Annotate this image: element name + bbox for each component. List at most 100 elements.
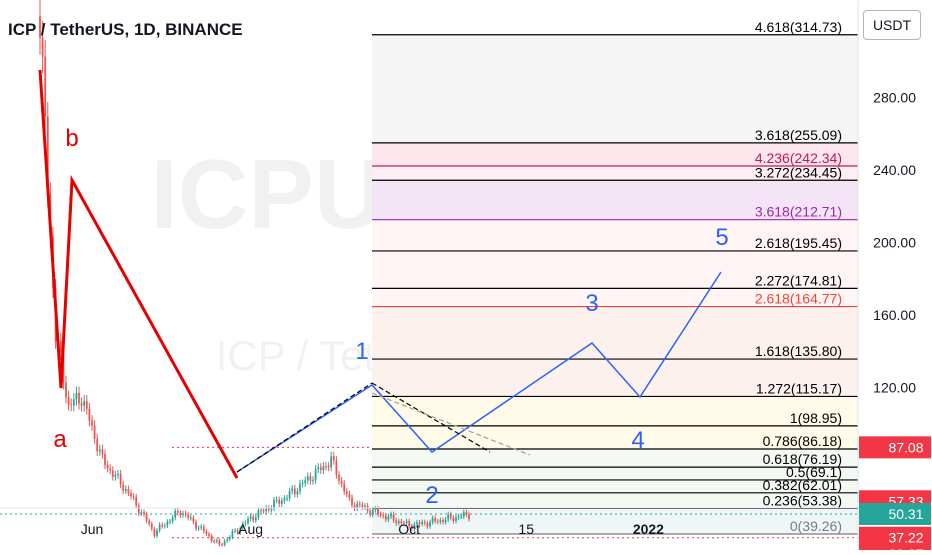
candle-body: [163, 525, 166, 527]
candle-body: [148, 520, 151, 524]
candle-body: [348, 494, 351, 498]
candle-body: [80, 403, 83, 406]
fib-label-6: 2.272(174.81): [755, 272, 842, 288]
fib-label-0: 4.618(314.73): [755, 19, 842, 35]
fib-label-11: 0.786(86.18): [763, 433, 842, 449]
candle-body: [78, 392, 80, 404]
fib-label-5: 2.618(195.45): [755, 235, 842, 251]
candle-body: [395, 520, 398, 524]
candle-body: [244, 522, 247, 524]
candle-body: [371, 509, 374, 515]
candle-body: [468, 514, 470, 519]
candle-body: [390, 514, 392, 517]
candle-body: [319, 467, 322, 471]
candle-body: [200, 526, 203, 528]
candle-body: [226, 539, 229, 542]
candle-body: [462, 512, 465, 517]
candle-body: [150, 523, 153, 529]
x-tick-label-2: Oct: [398, 521, 420, 537]
price-badge-label-2: 50.31: [888, 506, 923, 522]
candle-body: [418, 522, 421, 524]
candle-body: [369, 510, 372, 515]
fib-label-10: 1(98.95): [790, 410, 842, 426]
fib-label-2: 4.236(242.34): [755, 150, 842, 166]
candle-body: [143, 512, 145, 515]
channel-line-2: [371, 382, 491, 453]
candle-body: [447, 514, 450, 520]
candle-body: [41, 37, 44, 57]
candle-body: [192, 517, 195, 522]
candle-body: [332, 456, 335, 461]
candle-body: [109, 468, 112, 471]
x-tick-label-0: Jun: [81, 521, 104, 537]
candle-body: [114, 474, 117, 477]
candle-body: [166, 521, 169, 526]
candle-body: [247, 518, 249, 523]
price-badge-label-3: 37.22: [888, 530, 923, 546]
candle-body: [182, 513, 184, 515]
channel-line-3: [371, 392, 531, 456]
x-tick-label-1: Aug: [238, 521, 263, 537]
fib-zone-0: [372, 34, 858, 143]
candle-body: [145, 514, 148, 521]
wave-label-5: 5: [715, 224, 728, 251]
candle-body: [361, 504, 364, 507]
candle-body: [317, 467, 320, 470]
fib-label-16: 0(39.26): [790, 518, 842, 534]
candle-body: [340, 480, 343, 484]
candle-body: [187, 514, 190, 518]
chart-title: ICP / TetherUS, 1D, BINANCE: [8, 20, 243, 39]
candle-body: [273, 500, 275, 509]
candle-body: [213, 540, 216, 542]
candle-body: [215, 540, 218, 542]
candle-body: [93, 425, 96, 439]
candle-body: [85, 401, 88, 409]
candle-body: [286, 498, 288, 500]
candle-body: [65, 382, 67, 397]
fib-label-15: 0.236(53.38): [763, 492, 842, 508]
candle-body: [397, 521, 400, 524]
candle-body: [234, 530, 236, 532]
candle-body: [291, 488, 294, 492]
wave-label-2: 2: [425, 482, 438, 509]
candle-body: [189, 517, 192, 519]
candle-body: [460, 516, 463, 518]
candle-body: [416, 522, 418, 525]
candle-body: [210, 535, 213, 541]
candle-body: [75, 392, 78, 400]
candle-body: [325, 466, 327, 468]
candle-body: [267, 508, 270, 510]
fib-zone-5: [372, 306, 858, 397]
fib-zone-7: [372, 448, 858, 509]
candle-body: [239, 528, 242, 533]
candle-body: [44, 56, 47, 117]
candle-body: [408, 521, 411, 527]
currency-unit-button[interactable]: USDT: [863, 10, 921, 40]
abc-wave-line: [38, 69, 239, 479]
fib-zone-2: [372, 165, 858, 181]
candle-body: [161, 524, 164, 527]
candle-body: [176, 511, 179, 513]
candle-body: [377, 508, 379, 515]
candle-body: [356, 503, 359, 509]
fib-label-7: 2.618(164.77): [755, 291, 842, 307]
candle-body: [455, 517, 457, 521]
candle-body: [88, 408, 91, 421]
x-tick-label-4: 2022: [633, 521, 664, 537]
candle-body: [278, 499, 281, 504]
wave-label-a: a: [53, 426, 67, 453]
candle-body: [288, 491, 291, 499]
candle-body: [465, 512, 468, 515]
candle-body: [265, 508, 268, 512]
candle-body: [39, 16, 41, 38]
candle-body: [208, 533, 210, 536]
candle-body: [444, 519, 447, 523]
channel-line-1: [236, 382, 373, 473]
candle-body: [296, 491, 299, 495]
candle-body: [312, 480, 314, 482]
candle-body: [236, 530, 239, 533]
candle-body: [403, 523, 405, 525]
candle-body: [197, 527, 200, 529]
